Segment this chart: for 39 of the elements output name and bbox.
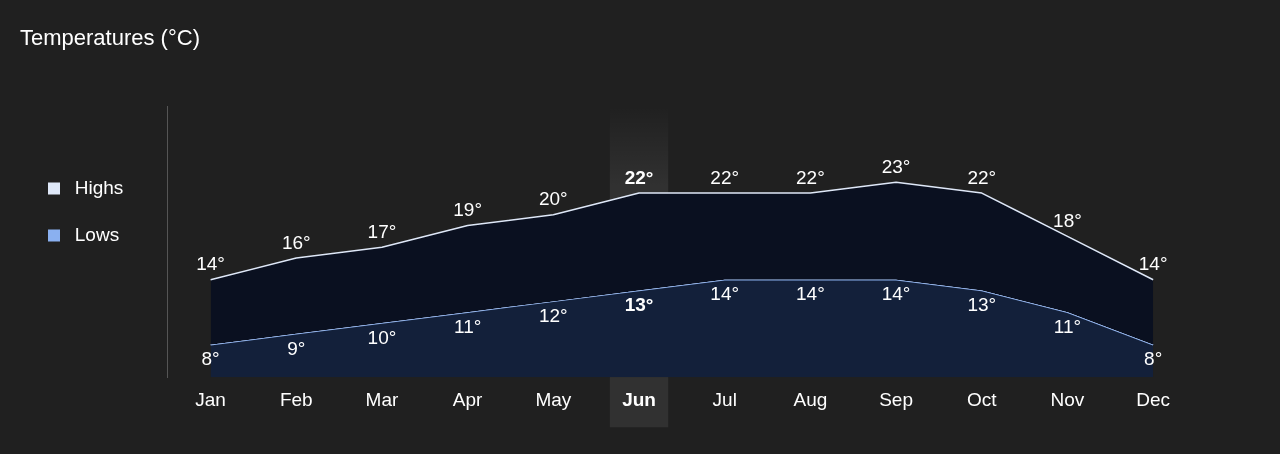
x-tick-label: Jun <box>622 388 656 410</box>
legend-label: Highs <box>69 176 150 198</box>
x-tick-label: May <box>535 388 572 410</box>
x-tick-label: Jan <box>195 388 226 410</box>
data-label: 14° <box>881 283 911 305</box>
data-label: 22° <box>796 166 825 188</box>
x-tick-label: Oct <box>967 388 998 410</box>
x-tick-label: Aug <box>793 388 828 410</box>
x-tick-label: Feb <box>279 388 313 410</box>
data-label: 18° <box>1053 210 1082 232</box>
data-label: 22° <box>710 166 740 188</box>
data-label: 11° <box>1053 315 1082 337</box>
x-tick-label: Sep <box>879 388 913 410</box>
data-label: 14° <box>710 283 740 305</box>
data-label: 10° <box>367 326 397 348</box>
data-label: 19° <box>453 199 483 221</box>
data-label: 13° <box>967 294 997 316</box>
data-label: 22° <box>967 166 997 188</box>
x-tick-label: Nov <box>1050 388 1085 410</box>
data-label: 12° <box>538 305 568 327</box>
data-label: 8° <box>1144 348 1163 370</box>
data-label: 14° <box>796 283 825 305</box>
data-label: 9° <box>287 337 306 359</box>
x-tick-label: Jul <box>712 388 737 410</box>
data-label: 14° <box>1138 253 1168 275</box>
x-tick-label: Apr <box>452 388 484 410</box>
data-label: 22° <box>624 166 654 188</box>
legend-label: Lows <box>69 223 146 245</box>
data-label: 17° <box>367 220 397 242</box>
data-label: 23° <box>881 155 911 177</box>
data-label: 8° <box>201 348 220 370</box>
x-tick-label: Dec <box>1136 388 1171 410</box>
data-label: 14° <box>196 253 225 275</box>
data-label: 13° <box>624 294 654 316</box>
x-tick-label: Mar <box>365 388 399 410</box>
chart-title: Temperatures (°C) <box>20 25 200 51</box>
data-label: 20° <box>538 188 568 210</box>
data-label: 11° <box>453 315 482 337</box>
data-label: 16° <box>281 231 311 253</box>
